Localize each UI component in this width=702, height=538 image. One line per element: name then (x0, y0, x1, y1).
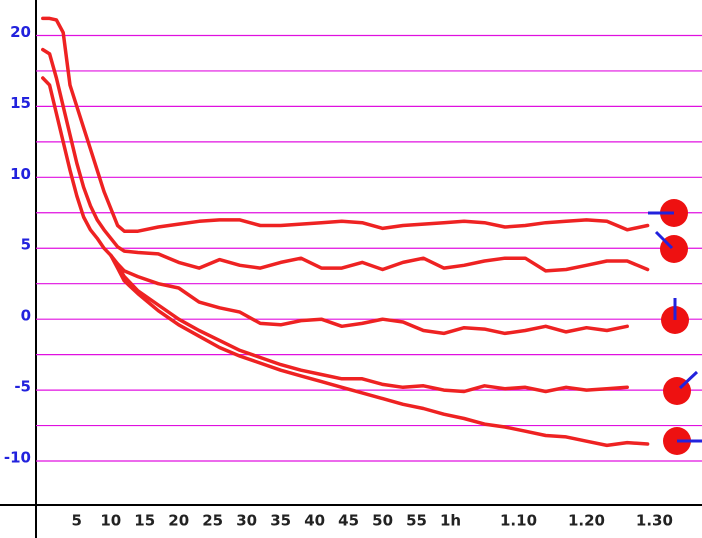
x-tick-label: 1.10 (500, 512, 537, 530)
x-tick-label: 45 (338, 512, 359, 530)
y-tick-label: 0 (21, 307, 31, 325)
x-tick-label: 1.20 (568, 512, 605, 530)
x-tick-label: 50 (372, 512, 393, 530)
data-line (109, 253, 650, 448)
x-tick-label: 1h (440, 512, 461, 530)
data-line (109, 253, 629, 394)
y-tick-label: 10 (10, 165, 31, 183)
x-tick-label: 5 (72, 512, 82, 530)
x-tick-label: 15 (134, 512, 155, 530)
y-tick-label: 20 (10, 23, 31, 41)
x-tick-label: 20 (168, 512, 189, 530)
dial-hand (654, 230, 674, 250)
dials (648, 199, 702, 455)
y-tick-label: 5 (21, 236, 31, 254)
x-tick-label: 30 (236, 512, 257, 530)
x-tick-label: 40 (304, 512, 325, 530)
data-line (41, 47, 650, 273)
x-tick-label: 10 (100, 512, 121, 530)
x-tick-label: 1.30 (636, 512, 673, 530)
data-line (41, 16, 650, 233)
y-tick-label: -5 (14, 378, 31, 396)
y-tick-label: -10 (4, 449, 31, 467)
dial-hand (678, 370, 699, 390)
data-line (41, 76, 629, 336)
x-tick-label: 55 (406, 512, 427, 530)
x-tick-label: 25 (202, 512, 223, 530)
y-tick-label: 15 (10, 94, 31, 112)
x-tick-label: 35 (270, 512, 291, 530)
